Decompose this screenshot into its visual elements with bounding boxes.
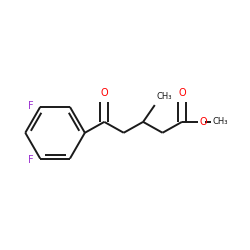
Text: O: O [100, 88, 108, 98]
Text: O: O [199, 117, 207, 127]
Text: CH₃: CH₃ [212, 118, 228, 126]
Text: F: F [28, 101, 34, 111]
Text: F: F [28, 155, 34, 165]
Text: CH₃: CH₃ [156, 92, 172, 101]
Text: O: O [178, 88, 186, 98]
